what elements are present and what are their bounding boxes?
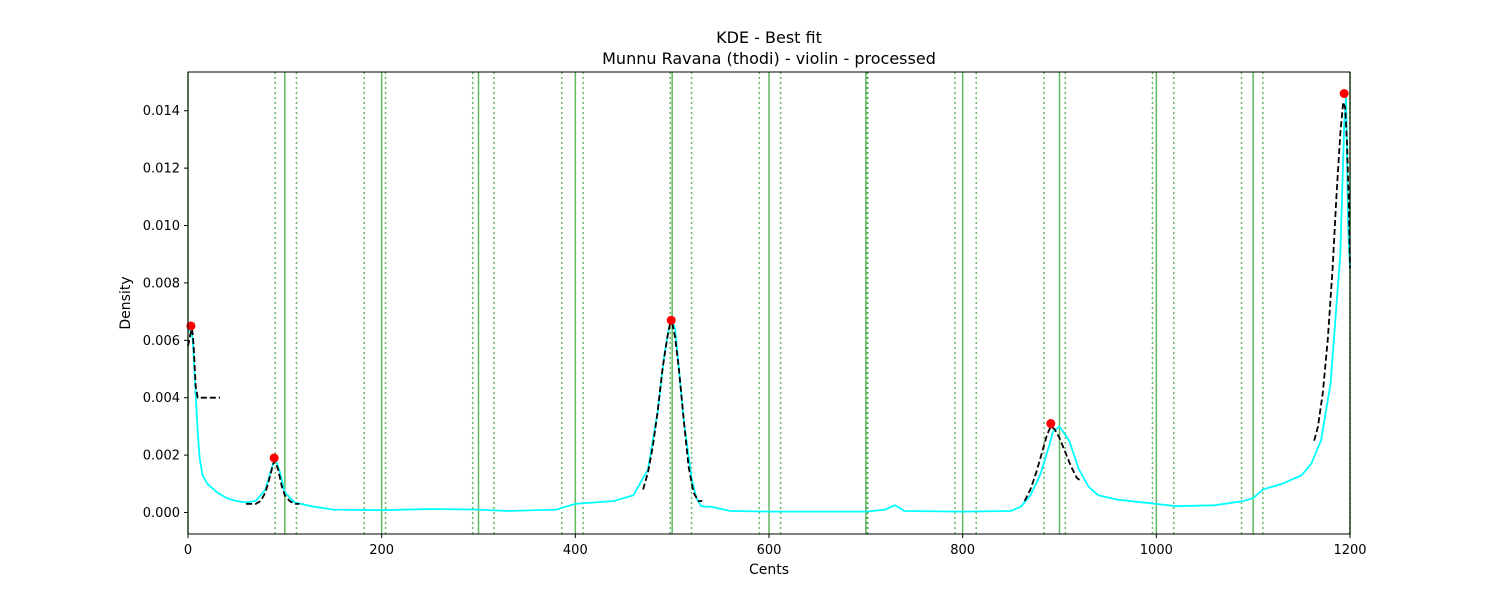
peak-marker	[186, 321, 196, 331]
peak-marker	[1046, 419, 1056, 429]
kde-line	[187, 96, 1351, 513]
fit-line	[187, 328, 220, 399]
y-axis: 0.000 0.002 0.004 0.006 0.008 0.010 0.012 0.014	[143, 104, 188, 521]
x-tick-label: 800	[950, 543, 975, 558]
peak-marker	[269, 453, 279, 463]
y-tick-label: 0.006	[143, 334, 180, 349]
x-axis-label: Cents	[749, 562, 789, 578]
chart-title: KDE - Best fit	[716, 28, 822, 47]
fit-line	[1023, 425, 1082, 502]
x-tick-label: 0	[184, 543, 192, 558]
x-tick-label: 600	[757, 543, 782, 558]
y-tick-label: 0.000	[143, 506, 180, 521]
y-axis-label: Density	[118, 276, 134, 329]
x-tick-label: 1200	[1333, 543, 1366, 558]
y-tick-label: 0.014	[143, 104, 180, 119]
y-tick-label: 0.008	[143, 276, 180, 291]
x-tick-label: 1000	[1140, 543, 1173, 558]
peak-marker	[1339, 89, 1349, 99]
x-tick-label: 400	[563, 543, 588, 558]
y-tick-label: 0.004	[143, 391, 180, 406]
y-tick-label: 0.002	[143, 449, 180, 464]
y-tick-label: 0.012	[143, 162, 180, 177]
y-tick-label: 0.010	[143, 219, 180, 234]
x-axis: 0 200 400 600 800 1000 1200	[184, 534, 1367, 558]
kde-series	[187, 96, 1351, 513]
x-tick-label: 200	[369, 543, 394, 558]
chart-subtitle: Munnu Ravana (thodi) - violin - processe…	[602, 49, 936, 68]
fit-line	[642, 322, 703, 502]
peak-markers	[186, 89, 1349, 463]
peak-marker	[666, 315, 676, 325]
